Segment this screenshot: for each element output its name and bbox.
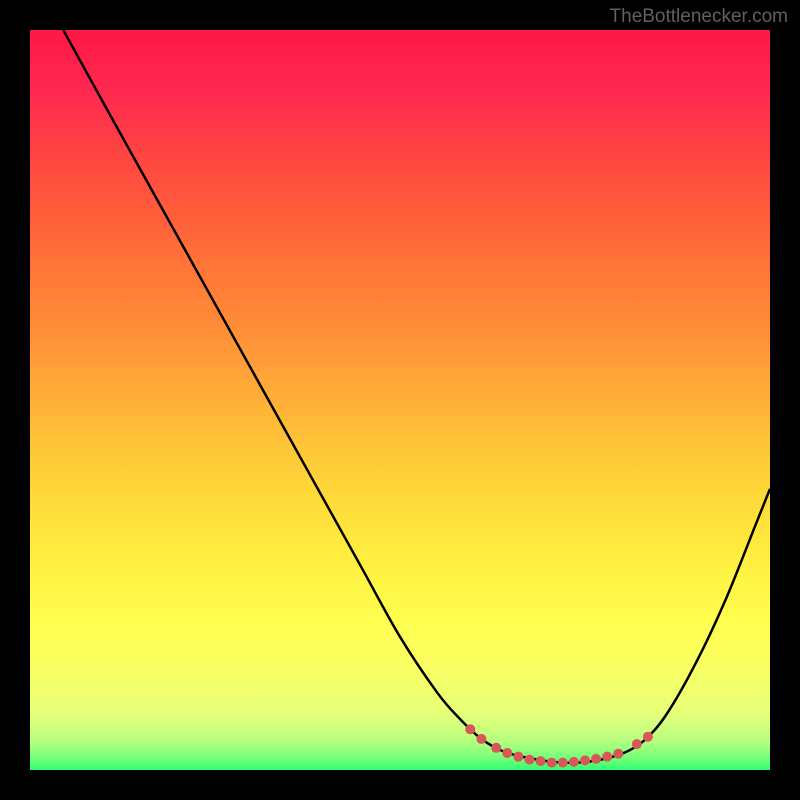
curve-marker	[569, 757, 579, 767]
curve-marker	[558, 758, 568, 768]
curve-marker	[513, 752, 523, 762]
curve-marker	[502, 748, 512, 758]
curve-marker	[643, 732, 653, 742]
curve-marker	[547, 758, 557, 768]
curve-marker	[536, 756, 546, 766]
curve-marker	[602, 752, 612, 762]
bottleneck-chart	[30, 30, 770, 770]
curve-marker	[476, 734, 486, 744]
curve-marker	[580, 755, 590, 765]
curve-marker	[591, 754, 601, 764]
chart-curve-layer	[30, 30, 770, 770]
bottleneck-curve	[63, 30, 770, 763]
curve-marker	[465, 724, 475, 734]
curve-marker	[632, 739, 642, 749]
curve-marker	[491, 743, 501, 753]
curve-marker	[525, 755, 535, 765]
curve-markers	[465, 724, 653, 767]
watermark-text: TheBottlenecker.com	[610, 6, 788, 28]
curve-marker	[613, 749, 623, 759]
